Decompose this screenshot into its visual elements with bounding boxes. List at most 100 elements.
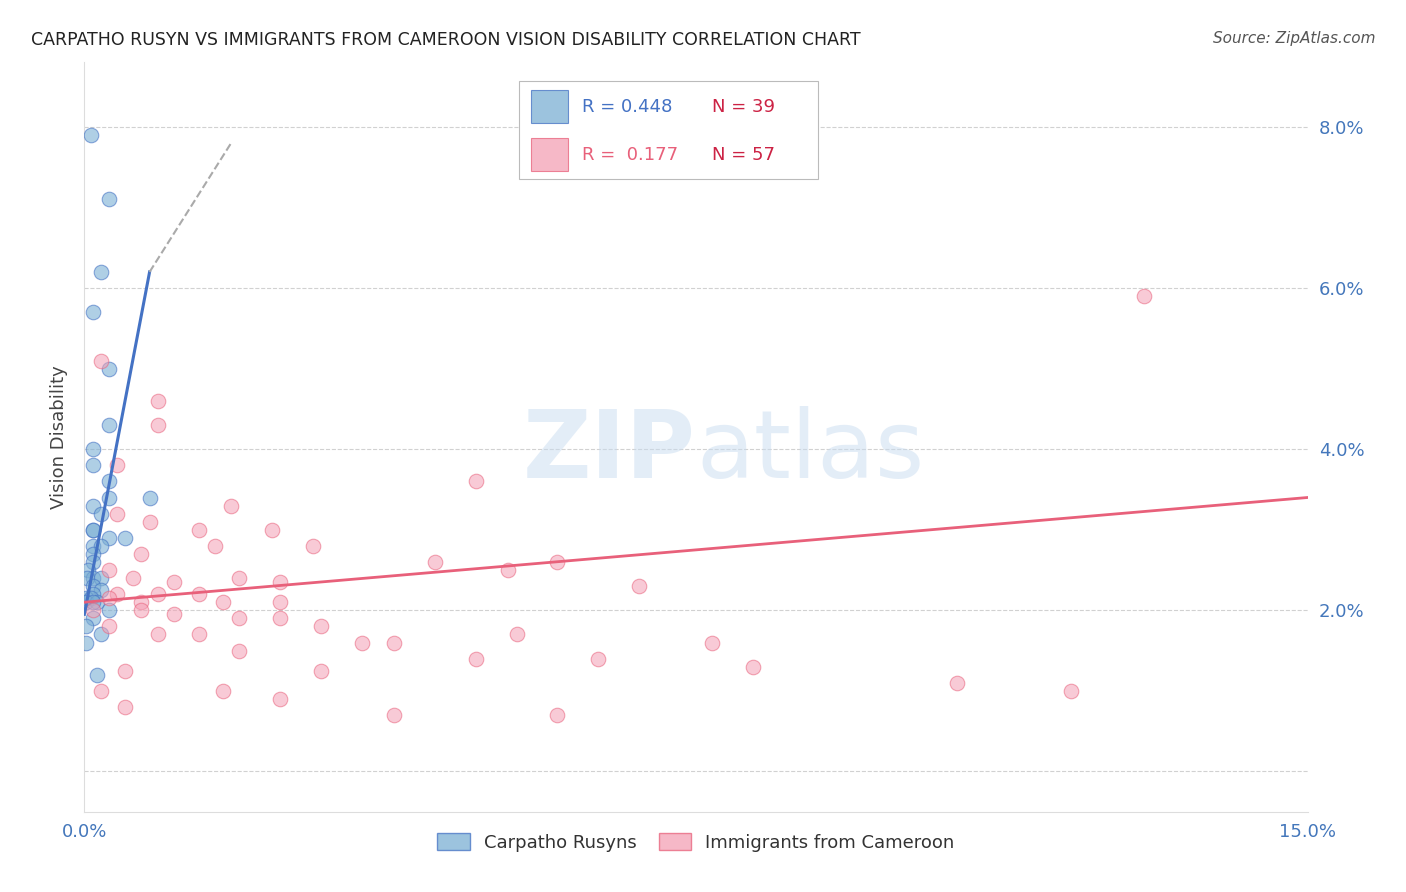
Point bbox=[204, 539, 226, 553]
Text: N = 39: N = 39 bbox=[711, 97, 775, 116]
Point bbox=[187, 523, 209, 537]
Point bbox=[498, 563, 520, 577]
Text: R =  0.177: R = 0.177 bbox=[582, 145, 678, 163]
Point bbox=[90, 583, 112, 598]
Point bbox=[82, 611, 104, 625]
Point bbox=[464, 475, 486, 489]
Point bbox=[90, 684, 112, 698]
Point bbox=[269, 611, 291, 625]
FancyBboxPatch shape bbox=[531, 138, 568, 171]
Point bbox=[138, 491, 160, 505]
Point bbox=[309, 619, 332, 633]
Point bbox=[97, 591, 120, 606]
Point bbox=[212, 684, 235, 698]
Point bbox=[82, 523, 104, 537]
Text: ZIP: ZIP bbox=[523, 406, 696, 498]
Point bbox=[114, 664, 136, 678]
Point bbox=[97, 563, 120, 577]
Y-axis label: Vision Disability: Vision Disability bbox=[49, 365, 67, 509]
Text: R = 0.448: R = 0.448 bbox=[582, 97, 672, 116]
Point bbox=[97, 491, 120, 505]
Point bbox=[75, 619, 97, 633]
Point bbox=[97, 193, 120, 207]
Point bbox=[75, 595, 97, 609]
Point bbox=[309, 664, 332, 678]
Point bbox=[269, 575, 291, 590]
Point bbox=[75, 635, 97, 649]
Point bbox=[146, 393, 169, 408]
Point bbox=[1060, 684, 1083, 698]
Text: CARPATHO RUSYN VS IMMIGRANTS FROM CAMEROON VISION DISABILITY CORRELATION CHART: CARPATHO RUSYN VS IMMIGRANTS FROM CAMERO… bbox=[31, 31, 860, 49]
Point bbox=[742, 659, 765, 673]
Point bbox=[97, 417, 120, 432]
Point bbox=[90, 571, 112, 585]
Point bbox=[269, 692, 291, 706]
Point bbox=[382, 635, 405, 649]
Point bbox=[505, 627, 527, 641]
Point bbox=[228, 643, 250, 657]
Point bbox=[260, 523, 283, 537]
Point bbox=[82, 579, 104, 593]
Point bbox=[82, 442, 104, 457]
Point bbox=[77, 563, 100, 577]
Text: Source: ZipAtlas.com: Source: ZipAtlas.com bbox=[1212, 31, 1375, 46]
Point bbox=[146, 627, 169, 641]
Point bbox=[131, 547, 153, 561]
Point bbox=[82, 571, 104, 585]
Point bbox=[90, 265, 112, 279]
Legend: Carpatho Rusyns, Immigrants from Cameroon: Carpatho Rusyns, Immigrants from Cameroo… bbox=[430, 826, 962, 859]
Point bbox=[75, 591, 97, 606]
Point bbox=[131, 595, 153, 609]
Point bbox=[464, 651, 486, 665]
Point bbox=[228, 611, 250, 625]
Point bbox=[131, 603, 153, 617]
Point bbox=[546, 708, 568, 723]
Point bbox=[82, 305, 104, 319]
Point bbox=[163, 575, 186, 590]
Text: N = 57: N = 57 bbox=[711, 145, 775, 163]
Point bbox=[138, 515, 160, 529]
Point bbox=[82, 555, 104, 569]
Point bbox=[90, 627, 112, 641]
Point bbox=[301, 539, 323, 553]
Point bbox=[97, 361, 120, 376]
FancyBboxPatch shape bbox=[519, 81, 818, 178]
Point bbox=[82, 539, 104, 553]
Point bbox=[122, 571, 145, 585]
Point bbox=[82, 603, 104, 617]
Point bbox=[86, 667, 108, 681]
Point bbox=[105, 587, 128, 601]
Point bbox=[86, 595, 108, 609]
Point bbox=[350, 635, 373, 649]
Point bbox=[97, 531, 120, 545]
Point bbox=[546, 555, 568, 569]
Point bbox=[97, 475, 120, 489]
Point bbox=[105, 458, 128, 473]
Point bbox=[382, 708, 405, 723]
Point bbox=[187, 587, 209, 601]
Point bbox=[97, 603, 120, 617]
FancyBboxPatch shape bbox=[531, 90, 568, 123]
Point bbox=[90, 507, 112, 521]
Point bbox=[219, 499, 242, 513]
Point bbox=[586, 651, 609, 665]
Point bbox=[114, 700, 136, 714]
Point bbox=[105, 507, 128, 521]
Point bbox=[228, 571, 250, 585]
Point bbox=[212, 595, 235, 609]
Point bbox=[146, 417, 169, 432]
Point bbox=[82, 547, 104, 561]
Point bbox=[1133, 289, 1156, 303]
Point bbox=[80, 128, 103, 142]
Point bbox=[627, 579, 650, 593]
Point bbox=[423, 555, 446, 569]
Point bbox=[187, 627, 209, 641]
Point bbox=[82, 523, 104, 537]
Point bbox=[82, 499, 104, 513]
Point bbox=[702, 635, 724, 649]
Point bbox=[269, 595, 291, 609]
Point bbox=[82, 595, 104, 609]
Point bbox=[82, 458, 104, 473]
Point bbox=[146, 587, 169, 601]
Point bbox=[163, 607, 186, 622]
